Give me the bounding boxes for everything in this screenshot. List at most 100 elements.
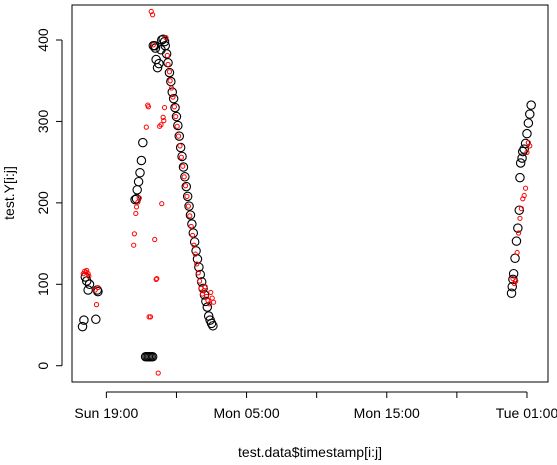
data-point — [522, 128, 532, 139]
y-axis-title: test.Y[i:j] — [1, 166, 17, 220]
data-point — [131, 231, 137, 237]
data-point — [189, 237, 200, 247]
data-point — [177, 151, 187, 162]
data-point — [166, 69, 173, 75]
x-tick-label: Mon 15:00 — [354, 405, 420, 421]
data-point — [184, 201, 194, 211]
data-point — [145, 104, 152, 110]
data-point — [85, 271, 91, 277]
data-point — [182, 191, 193, 202]
data-point — [202, 284, 208, 290]
data-point — [208, 289, 214, 296]
series-1 — [77, 34, 536, 362]
data-point — [518, 205, 524, 212]
data-point — [526, 100, 536, 110]
data-point — [209, 295, 215, 301]
data-point — [180, 172, 190, 182]
data-point — [168, 85, 175, 91]
data-point — [171, 111, 182, 122]
series-2 — [80, 8, 533, 376]
data-point — [165, 61, 171, 68]
data-point — [206, 318, 217, 329]
data-point — [175, 142, 186, 153]
data-point — [95, 284, 101, 291]
data-point — [164, 67, 175, 78]
y-tick-label: 200 — [35, 191, 51, 215]
data-point — [152, 62, 163, 73]
data-point — [185, 203, 191, 209]
data-point — [170, 94, 176, 100]
data-point — [196, 278, 203, 284]
y-tick-label: 300 — [35, 110, 51, 134]
data-point — [167, 87, 177, 97]
data-point — [508, 268, 519, 279]
data-point — [164, 52, 170, 59]
data-point — [155, 370, 161, 376]
data-point — [518, 146, 528, 157]
data-point — [86, 273, 92, 279]
data-point — [511, 236, 522, 246]
data-points — [77, 8, 536, 376]
data-point — [138, 137, 148, 148]
data-point — [167, 78, 173, 84]
data-point — [514, 249, 520, 256]
data-point — [150, 42, 156, 48]
data-point — [195, 270, 201, 276]
data-point — [517, 153, 527, 163]
data-point — [161, 49, 172, 59]
data-point — [189, 232, 196, 239]
data-point — [173, 113, 179, 120]
data-point — [83, 285, 93, 295]
y-tick-label: 100 — [35, 272, 51, 296]
x-tick-label: Tue 01:00 — [496, 405, 557, 421]
data-point — [173, 120, 183, 131]
data-point — [517, 215, 523, 221]
data-point — [150, 12, 156, 18]
data-point — [136, 195, 142, 201]
data-point — [147, 352, 158, 362]
data-point — [211, 299, 217, 305]
data-point — [163, 34, 169, 41]
y-tick-label: 0 — [35, 362, 51, 370]
data-point — [135, 167, 145, 178]
data-point — [521, 192, 527, 199]
data-point — [154, 275, 160, 282]
data-point — [522, 185, 529, 191]
data-point — [131, 242, 137, 248]
data-point — [514, 205, 525, 215]
data-point — [154, 58, 164, 69]
data-point — [192, 251, 198, 257]
data-point — [187, 213, 193, 219]
data-point — [181, 174, 187, 180]
data-point — [206, 301, 213, 307]
data-point — [160, 114, 166, 120]
data-point — [178, 162, 189, 172]
data-point — [168, 93, 179, 104]
data-point — [185, 210, 196, 220]
x-tick-label: Mon 05:00 — [213, 405, 279, 421]
data-point — [181, 181, 192, 192]
data-point — [177, 143, 183, 149]
data-point — [188, 223, 194, 230]
data-point — [513, 278, 519, 284]
data-point — [161, 118, 167, 124]
data-point — [525, 109, 535, 119]
data-point — [513, 223, 523, 233]
y-tick-label: 400 — [35, 28, 51, 52]
data-point — [136, 155, 147, 166]
data-point — [178, 154, 184, 160]
data-point — [515, 172, 525, 183]
data-point — [506, 288, 517, 298]
data-point — [527, 143, 533, 149]
x-axis: Sun 19:00 Mon 05:00 Mon 15:00 Tue 01:00 — [74, 391, 557, 421]
data-point — [132, 185, 142, 195]
data-point — [194, 261, 200, 267]
data-point — [143, 124, 149, 130]
data-point — [153, 276, 159, 283]
data-point — [133, 204, 140, 210]
data-point — [515, 158, 526, 168]
data-point — [208, 321, 218, 331]
data-point — [159, 201, 165, 207]
data-point — [159, 36, 170, 47]
